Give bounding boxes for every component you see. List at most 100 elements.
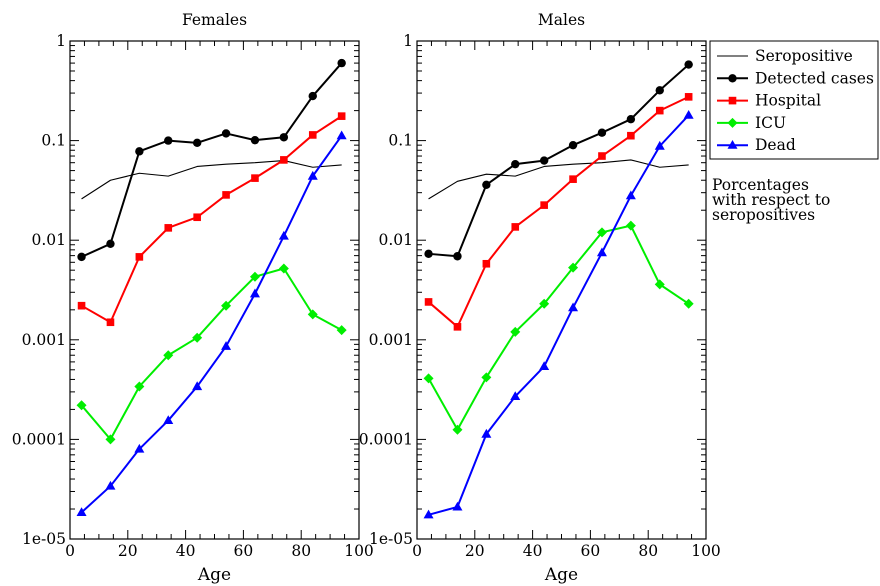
legend-swatch-marker bbox=[727, 117, 738, 128]
data-point-dead bbox=[307, 170, 318, 180]
data-point-dead bbox=[481, 428, 492, 438]
panel-females-x-axis-label: Age bbox=[197, 565, 231, 585]
data-point-dead bbox=[105, 480, 116, 490]
data-point-hospital bbox=[655, 106, 664, 115]
series-line-detected-cases bbox=[428, 63, 690, 258]
data-point-detected-cases bbox=[106, 239, 115, 249]
data-point-dead bbox=[423, 509, 434, 519]
x-tick-label: 80 bbox=[638, 542, 658, 560]
data-point-detected-cases bbox=[192, 138, 202, 148]
panel-males-x-axis-label: Age bbox=[544, 565, 578, 585]
y-tick-label: 1e-05 bbox=[22, 530, 66, 548]
data-point-detected-cases bbox=[77, 252, 86, 262]
data-point-detected-cases bbox=[135, 147, 144, 156]
data-point-dead bbox=[596, 247, 607, 257]
legend-item-detected-cases: Detected cases bbox=[717, 69, 874, 87]
y-tick-label: 1 bbox=[56, 32, 66, 50]
data-point-hospital bbox=[453, 323, 462, 331]
legend-item-seropositive: Seropositive bbox=[717, 47, 853, 65]
note-line-1: Porcentages bbox=[712, 176, 809, 194]
data-point-icu bbox=[221, 300, 232, 311]
data-point-dead bbox=[539, 361, 550, 371]
data-point-hospital bbox=[106, 318, 115, 327]
y-tick-label: 0.01 bbox=[378, 231, 413, 249]
data-point-dead bbox=[192, 381, 203, 391]
series-icu bbox=[76, 263, 347, 445]
note-line-3: seropositives bbox=[712, 206, 816, 224]
x-tick-label: 0 bbox=[65, 542, 75, 560]
data-point-dead bbox=[278, 230, 289, 240]
data-point-detected-cases bbox=[511, 159, 520, 169]
data-point-hospital bbox=[511, 223, 520, 231]
legend-swatch-marker bbox=[727, 140, 738, 149]
data-point-dead bbox=[76, 507, 87, 516]
data-point-hospital bbox=[164, 224, 173, 232]
data-point-dead bbox=[625, 190, 636, 200]
series-hospital bbox=[424, 93, 693, 331]
data-point-hospital bbox=[308, 131, 317, 139]
panel-males-title: Males bbox=[538, 11, 585, 29]
data-point-detected-cases bbox=[482, 180, 491, 189]
data-point-icu bbox=[192, 332, 203, 343]
percentages-note: Porcentages with respect to seropositive… bbox=[712, 176, 872, 224]
legend-item-hospital: Hospital bbox=[717, 92, 821, 110]
data-point-icu bbox=[278, 263, 289, 274]
data-point-dead bbox=[134, 443, 145, 453]
data-point-detected-cases bbox=[568, 140, 578, 150]
data-point-dead bbox=[163, 415, 174, 425]
data-point-detected-cases bbox=[221, 129, 231, 138]
data-point-icu bbox=[654, 279, 665, 290]
legend-label: Hospital bbox=[755, 92, 821, 110]
series-seropositive bbox=[428, 159, 689, 200]
data-point-hospital bbox=[222, 191, 230, 199]
y-tick-label: 1 bbox=[403, 32, 413, 50]
data-point-hospital bbox=[569, 175, 577, 183]
data-point-hospital bbox=[193, 213, 201, 222]
data-point-dead bbox=[221, 341, 232, 350]
data-point-detected-cases bbox=[453, 252, 462, 261]
data-point-icu bbox=[683, 298, 694, 309]
y-tick-label: 1e-05 bbox=[369, 530, 413, 548]
data-point-icu bbox=[568, 262, 579, 273]
x-tick-label: 20 bbox=[118, 542, 138, 560]
series-dead bbox=[423, 109, 694, 519]
note-line-2: with respect to bbox=[712, 191, 831, 209]
series-detected-cases bbox=[77, 58, 346, 262]
data-point-icu bbox=[76, 400, 87, 411]
y-tick-label: 0.001 bbox=[22, 331, 66, 349]
data-point-hospital bbox=[627, 131, 635, 140]
data-point-hospital bbox=[135, 253, 144, 261]
data-point-icu bbox=[625, 220, 636, 231]
data-point-hospital bbox=[540, 201, 548, 209]
data-point-detected-cases bbox=[539, 156, 549, 165]
panel-females: 1e-05 0.0001 0.001 0.01 0.1 1 0 20 40 60 80 100 Fema… bbox=[12, 11, 374, 585]
data-point-icu bbox=[134, 381, 145, 392]
data-point-icu bbox=[336, 325, 347, 336]
series-detected-cases bbox=[424, 60, 693, 261]
legend: Seropositive Detected cases Hospital ICU Dea… bbox=[709, 40, 879, 160]
panel-males: 1e-05 0.0001 0.001 0.01 0.1 1 0 20 40 60 80 100 Male… bbox=[359, 11, 721, 585]
data-point-dead bbox=[683, 109, 694, 119]
data-point-hospital bbox=[684, 93, 693, 101]
legend-label: ICU bbox=[755, 114, 786, 132]
data-point-icu bbox=[307, 309, 318, 320]
data-point-detected-cases bbox=[424, 249, 433, 259]
x-tick-label: 60 bbox=[234, 542, 254, 560]
data-point-hospital bbox=[337, 112, 346, 120]
data-point-detected-cases bbox=[655, 86, 664, 95]
data-point-dead bbox=[568, 302, 579, 312]
data-point-hospital bbox=[598, 152, 606, 160]
x-tick-label: 40 bbox=[176, 542, 196, 560]
series-hospital bbox=[77, 112, 346, 327]
x-tick-label: 20 bbox=[465, 542, 485, 560]
series-line-seropositive bbox=[428, 159, 689, 200]
x-tick-label: 40 bbox=[523, 542, 543, 560]
data-point-icu bbox=[481, 372, 492, 383]
data-point-dead bbox=[452, 501, 463, 511]
data-point-icu bbox=[539, 298, 550, 309]
series-line-dead bbox=[80, 135, 343, 514]
series-line-hospital bbox=[427, 95, 690, 328]
panel-females-frame bbox=[69, 40, 360, 540]
data-point-icu bbox=[510, 326, 521, 337]
data-point-detected-cases bbox=[164, 136, 173, 145]
